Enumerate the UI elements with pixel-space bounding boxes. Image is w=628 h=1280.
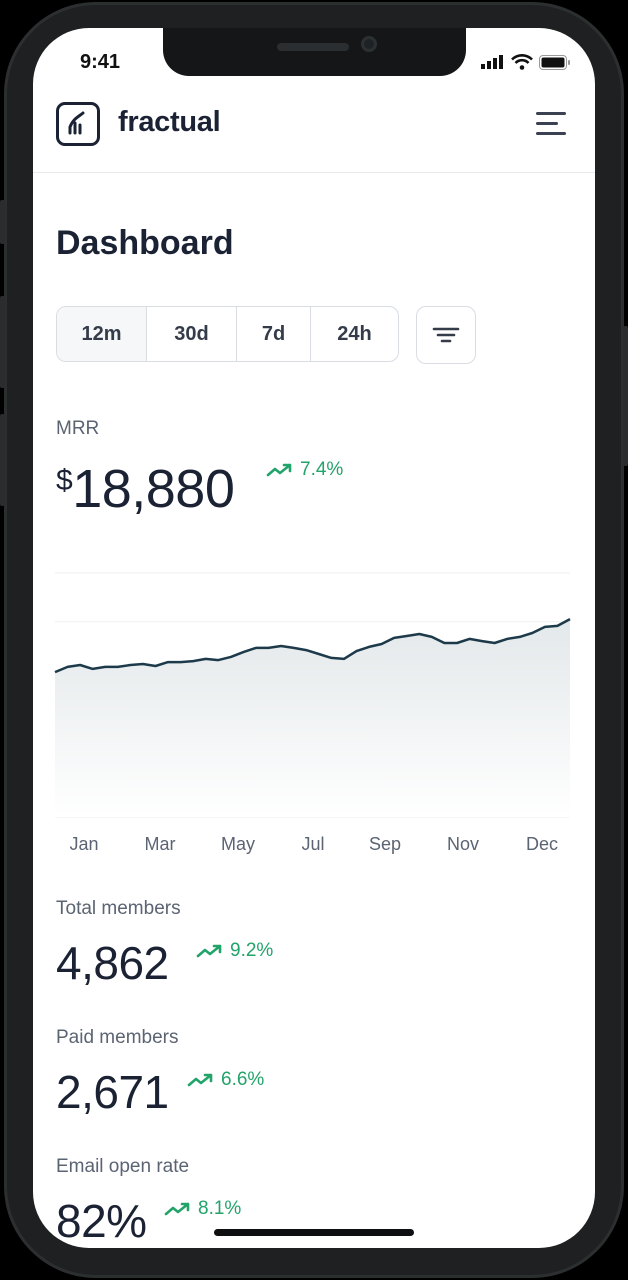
filter-icon [432, 327, 460, 343]
screen: 9:41 fractual Dashboard 12m 30d 7d 24h M… [33, 28, 595, 1248]
stat-delta-value: 9.2% [230, 940, 274, 961]
trend-up-icon [266, 463, 292, 477]
battery-icon [539, 54, 570, 70]
speaker [277, 43, 349, 51]
trend-up-icon [196, 944, 222, 958]
mrr-label: MRR [56, 418, 100, 439]
stat-label: Total members [56, 898, 181, 919]
stat-delta-value: 8.1% [198, 1198, 242, 1219]
mrr-delta-value: 7.4% [300, 459, 344, 480]
tab-12m[interactable]: 12m [57, 307, 147, 361]
chart-bars-icon[interactable] [56, 102, 100, 146]
stat-value: 82% [56, 1195, 147, 1247]
currency-symbol: $ [56, 464, 73, 497]
stat-value: 4,862 [56, 937, 169, 989]
status-icons [481, 54, 571, 70]
x-tick-label: Dec [525, 834, 559, 854]
filter-button[interactable] [416, 306, 476, 364]
volume-down-button [0, 414, 5, 506]
camera [361, 36, 377, 52]
tab-24h[interactable]: 24h [337, 322, 372, 345]
x-tick-label: May [220, 834, 256, 854]
mrr-value: $18,880 [56, 458, 235, 520]
stat-delta: 8.1% [164, 1198, 241, 1220]
wifi-icon [511, 54, 533, 70]
area-fill [55, 619, 570, 817]
x-tick-label: Jul [301, 834, 325, 854]
signal-icon [481, 55, 503, 69]
stat-label: Email open rate [56, 1156, 190, 1177]
trend-up-icon [164, 1202, 190, 1216]
x-tick-label: Sep [368, 834, 402, 854]
range-tabs: 12m 30d 7d 24h [56, 306, 399, 362]
stat-delta: 6.6% [187, 1069, 264, 1091]
home-indicator[interactable] [214, 1229, 414, 1236]
status-time: 9:41 [80, 51, 121, 73]
tab-30d[interactable]: 30d [147, 307, 237, 361]
brand-name[interactable]: fractual [118, 106, 221, 138]
power-button [623, 326, 628, 466]
mrr-delta: 7.4% [266, 459, 343, 481]
hamburger-menu-icon[interactable] [536, 112, 568, 136]
volume-up-button [0, 296, 5, 388]
notch [163, 28, 466, 76]
x-tick-label: Nov [446, 834, 480, 854]
mrr-chart [54, 572, 571, 818]
mute-switch [0, 200, 5, 244]
stat-label: Paid members [56, 1027, 179, 1048]
page-title: Dashboard [56, 224, 234, 262]
mrr-amount: 18,880 [72, 459, 235, 519]
trend-up-icon [187, 1073, 213, 1087]
x-tick-label: Mar [144, 834, 176, 854]
app-header: fractual [33, 94, 595, 173]
x-tick-label: Jan [69, 834, 99, 854]
stat-delta: 9.2% [196, 940, 273, 962]
series-line [54, 617, 571, 674]
stat-value: 2,671 [56, 1066, 169, 1118]
stat-delta-value: 6.6% [221, 1069, 265, 1090]
tab-7d[interactable]: 7d [237, 307, 311, 361]
